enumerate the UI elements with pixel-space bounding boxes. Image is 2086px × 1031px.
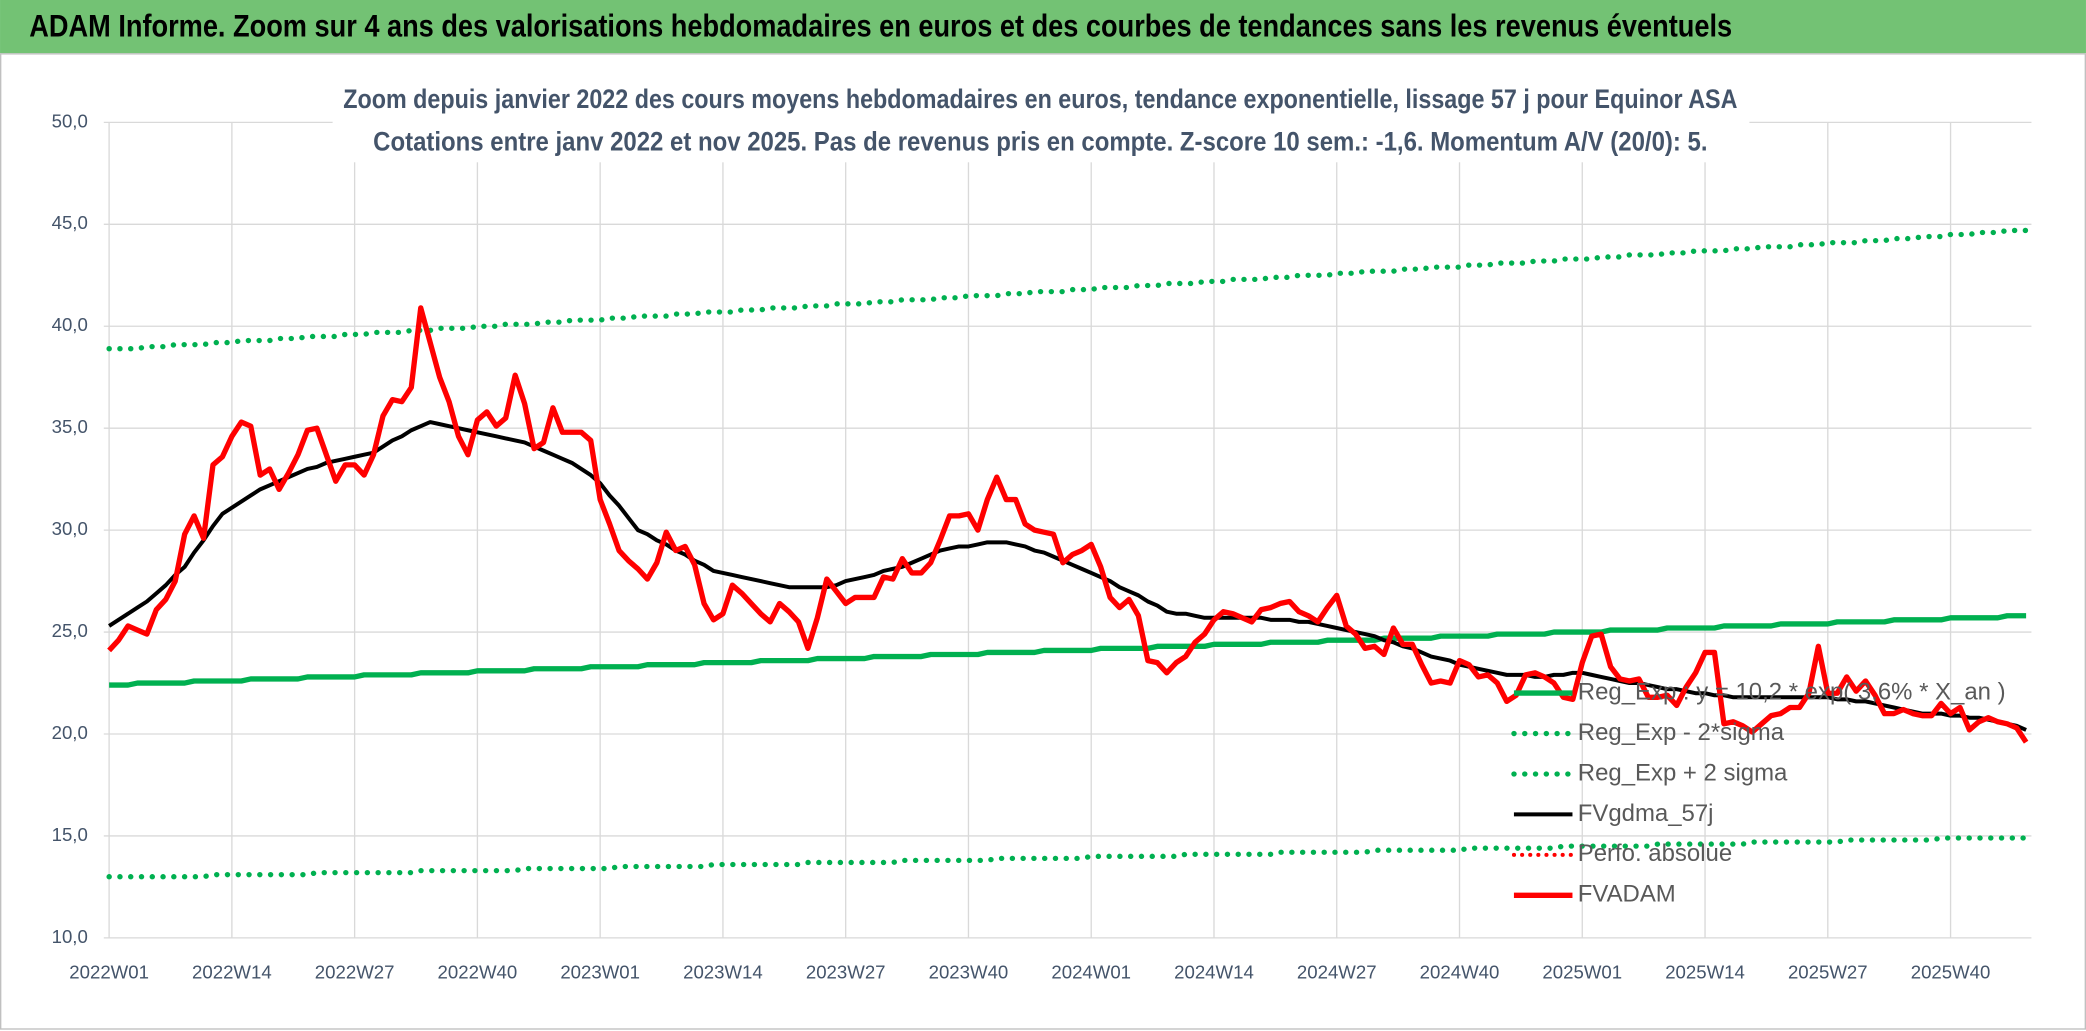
x-tick-label: 2025W27 (1788, 962, 1868, 983)
legend: Reg_Exp : y = 10,2 * exp( 3,6% * X_an ) R… (1511, 678, 2006, 908)
series-line (109, 613, 2027, 688)
x-tick-label: 2022W40 (438, 962, 518, 983)
legend-label: FVADAM (1578, 881, 1676, 908)
series-line (108, 420, 2027, 732)
x-tick-label: 2023W40 (929, 962, 1009, 983)
x-tick-label: 2023W27 (806, 962, 886, 983)
chart-title: Zoom depuis janvier 2022 des cours moyen… (343, 84, 1737, 114)
series-line (106, 835, 2029, 880)
series-line (107, 305, 2029, 744)
x-tick-label: 2024W01 (1051, 962, 1131, 983)
legend-label: Reg_Exp : y = 10,2 * exp( 3,6% * X_an ) (1578, 678, 2006, 705)
y-tick-label: 25,0 (52, 620, 88, 641)
x-tick-label: 2022W27 (315, 962, 395, 983)
x-tick-label: 2025W01 (1542, 962, 1622, 983)
header-band (0, 0, 2086, 54)
legend-label: Reg_Exp - 2*sigma (1578, 719, 1785, 746)
y-tick-label: 45,0 (52, 212, 88, 233)
frame (0, 53, 2086, 1030)
title-backdrop (332, 79, 1750, 163)
x-tick-label: 2024W40 (1420, 962, 1500, 983)
y-tick-label: 50,0 (52, 110, 88, 131)
y-tick-label: 40,0 (52, 314, 88, 335)
y-tick-label: 30,0 (52, 518, 88, 539)
y-tick-label: 15,0 (52, 824, 88, 845)
x-tick-label: 2023W01 (560, 962, 640, 983)
x-tick-label: 2025W40 (1911, 962, 1991, 983)
chart-subtitle: Cotations entre janv 2022 et nov 2025. P… (373, 127, 1707, 157)
x-tick-label: 2024W14 (1174, 962, 1254, 983)
x-tick-label: 2022W14 (192, 962, 272, 983)
y-tick-label: 20,0 (52, 722, 88, 743)
legend-label: Reg_Exp + 2 sigma (1578, 759, 1788, 786)
page-title: ADAM Informe. Zoom sur 4 ans des valoris… (29, 7, 1732, 43)
y-tick-label: 35,0 (52, 416, 88, 437)
legend-label: FVgdma_57j (1578, 800, 1714, 827)
x-tick-label: 2023W14 (683, 962, 763, 983)
x-tick-label: 2022W01 (69, 962, 149, 983)
x-tick-label: 2025W14 (1665, 962, 1745, 983)
y-tick-label: 10,0 (52, 926, 88, 947)
x-tick-label: 2024W27 (1297, 962, 1377, 983)
plot-area (106, 227, 2029, 880)
legend-label: Perfo. absolue (1578, 840, 1732, 867)
